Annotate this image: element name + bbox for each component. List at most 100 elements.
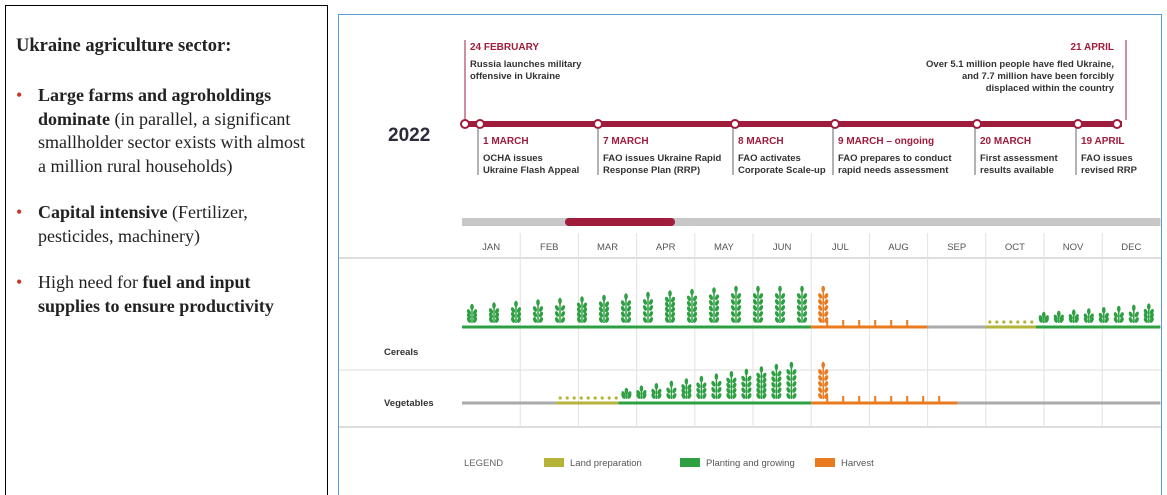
plant-grain (532, 311, 538, 318)
prep-dot (565, 396, 569, 400)
plant-grain (821, 361, 825, 369)
plant-grain (732, 382, 737, 389)
timeline-dot (460, 119, 470, 129)
plant-grain (686, 300, 692, 307)
plant-grain (654, 383, 659, 390)
plant-grain (554, 311, 560, 317)
plant-grain (472, 309, 478, 315)
event-text: FAO issues Ukraine Rapid (603, 153, 721, 164)
plant-grain (672, 393, 677, 399)
plant-grain (741, 381, 746, 388)
plant-grain (786, 375, 791, 381)
bullet-dot: • (16, 202, 23, 222)
plant-grain (1042, 311, 1046, 319)
plant-grain (686, 306, 692, 313)
plant-grain (532, 306, 538, 312)
plant-grain (681, 384, 686, 390)
plant-grain (686, 311, 692, 318)
plant-grain (796, 317, 802, 323)
plant-grain (626, 305, 632, 312)
plant-grain (576, 312, 582, 318)
plant-grain (624, 293, 628, 300)
plant-grain (711, 380, 716, 387)
legend-label: Harvest (841, 458, 874, 469)
plant-grain (786, 387, 791, 393)
timeline-dot (830, 119, 840, 129)
plant-grain (642, 299, 648, 305)
plant-grain (741, 375, 746, 382)
plant-grain (824, 375, 829, 381)
timeline-dot (730, 119, 740, 129)
plant-grain (602, 294, 606, 302)
plant-grain (736, 317, 742, 323)
month-label: OCT (1005, 242, 1025, 253)
bullet: • Capital intensive (Fertilizer, pesticid… (16, 201, 316, 248)
plant-grain (576, 307, 582, 314)
plant-grain (681, 388, 686, 395)
bullet-text: High need for (38, 272, 143, 292)
prep-dot (607, 396, 611, 400)
plant-grain (762, 393, 767, 399)
plant-grain (702, 393, 707, 399)
month-label: SEP (947, 242, 966, 253)
plant-grain (818, 375, 823, 381)
event-text: revised RRP (1081, 165, 1138, 176)
plant-grain (1119, 312, 1124, 318)
event-text: Ukraine Flash Appeal (483, 165, 579, 176)
plant-grain (824, 311, 829, 317)
plant-grain (802, 305, 808, 311)
plant-grain (778, 285, 782, 293)
plant-grain (786, 393, 791, 399)
prep-dot (988, 320, 992, 324)
plant-grain (762, 377, 767, 384)
plant-grain (604, 311, 610, 318)
plant-grain (692, 317, 698, 323)
plant-grain (1038, 315, 1043, 321)
prep-dot (1023, 320, 1027, 324)
plant-grain (648, 305, 654, 311)
plant-grain (642, 305, 648, 311)
plant-grain (604, 317, 610, 323)
plant-grain (818, 393, 823, 399)
plant-grain (730, 311, 736, 317)
plant-grain (824, 369, 829, 375)
plant-grain (1044, 315, 1049, 321)
plant-grain (626, 311, 632, 318)
plant-grain (620, 311, 626, 318)
plant-grain (1072, 309, 1076, 316)
prep-dot (600, 396, 604, 400)
plant-grain (789, 361, 794, 369)
plant-grain (666, 393, 671, 399)
plant-grain (759, 366, 764, 373)
plant-grain (1113, 312, 1118, 318)
event-text: Response Plan (RRP) (603, 165, 700, 176)
plant-grain (1089, 313, 1094, 320)
event-text: Corporate Scale-up (738, 165, 826, 176)
plant-grain (711, 387, 716, 393)
month-label: DEC (1121, 242, 1141, 253)
event-text: rapid needs assessment (838, 165, 949, 176)
row-label: Vegetables (384, 398, 434, 409)
plant-grain (726, 393, 731, 399)
plant-grain (714, 294, 720, 301)
plant-grain (538, 306, 544, 312)
plant-grain (494, 312, 500, 319)
plant-grain (687, 393, 692, 399)
plant-grain (516, 312, 522, 318)
plant-grain (554, 305, 560, 311)
plant-grain (758, 299, 764, 305)
plant-grain (818, 311, 823, 317)
plant-grain (752, 293, 758, 299)
bullet: • Large farms and agroholdings dominate (… (16, 84, 316, 178)
bullet-text: fuel and input supplies to ensure produc… (38, 272, 274, 316)
plant-grain (717, 393, 722, 399)
legend-swatch (544, 458, 564, 467)
plant-grain (756, 372, 761, 379)
plant-grain (708, 317, 714, 323)
plant-grain (492, 302, 496, 309)
event-text: OCHA issues (483, 153, 543, 164)
plant-grain (670, 312, 676, 318)
plant-grain (824, 299, 829, 305)
sidebar: Ukraine agriculture sector: • Large farms… (5, 5, 328, 495)
